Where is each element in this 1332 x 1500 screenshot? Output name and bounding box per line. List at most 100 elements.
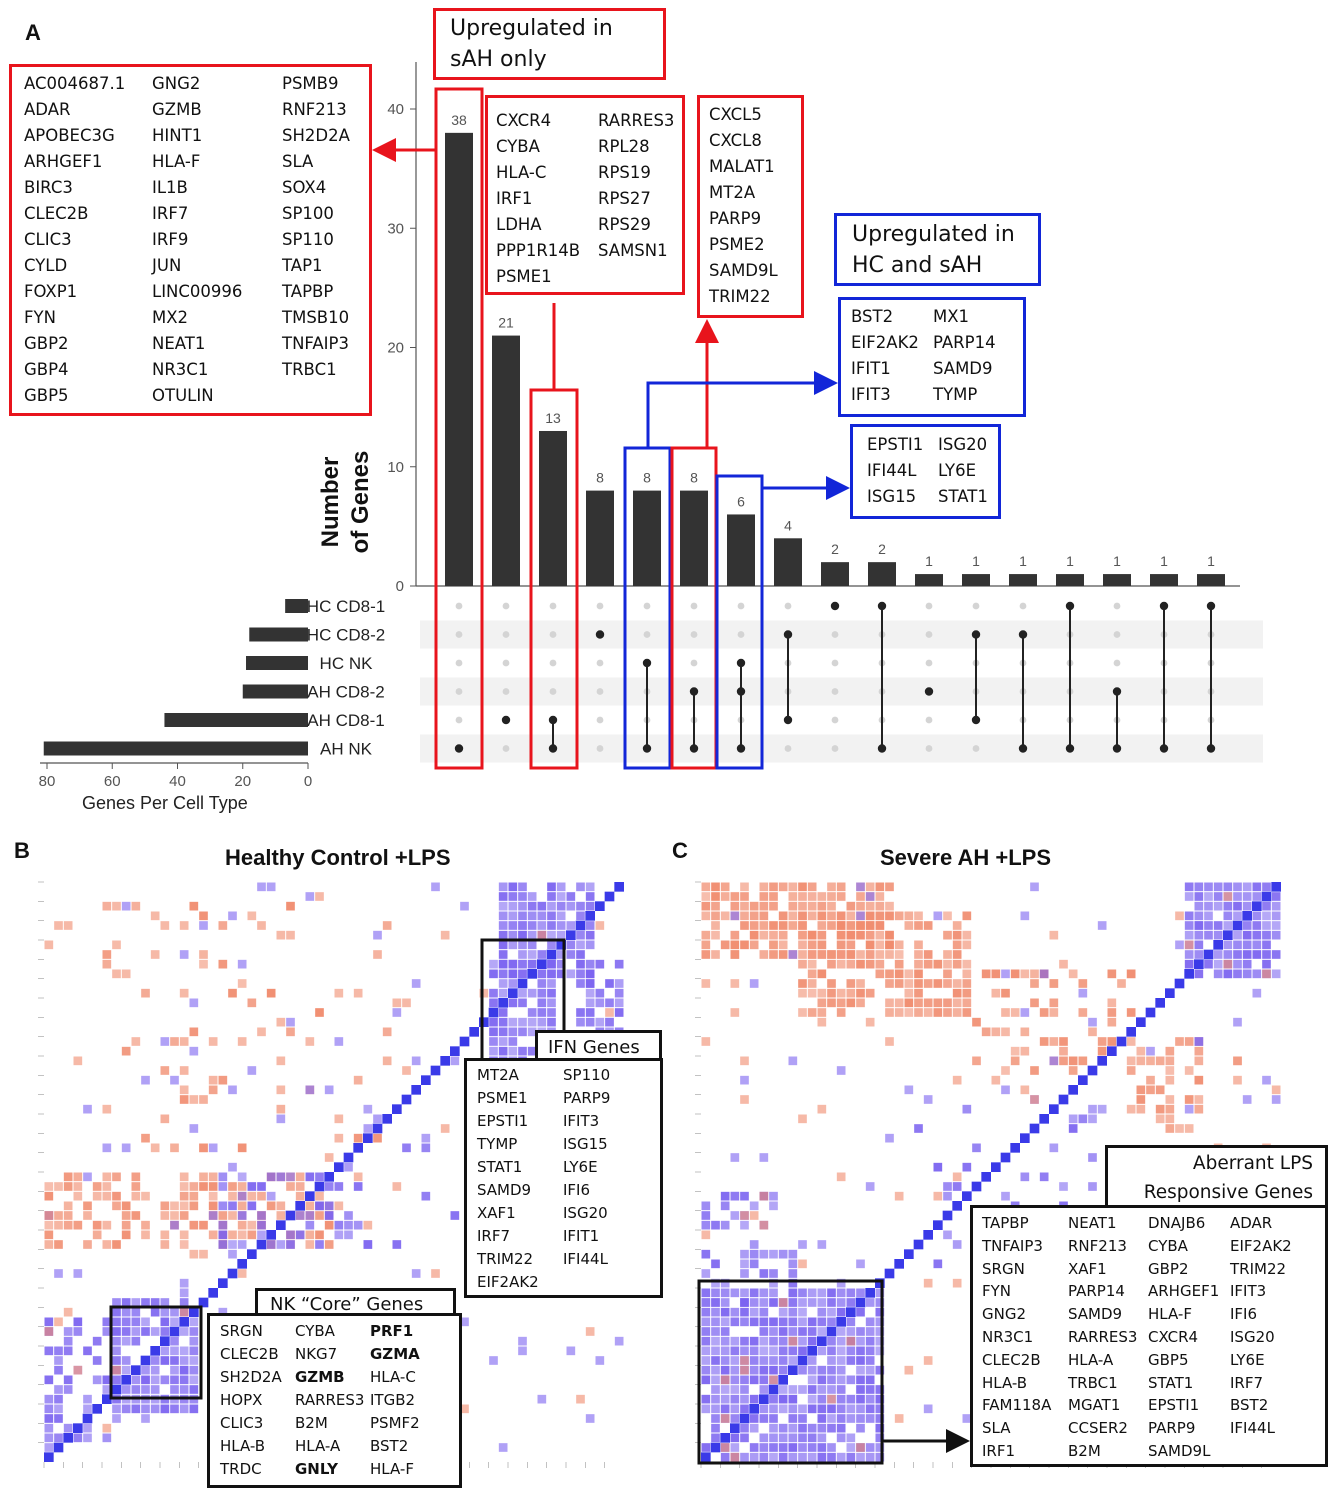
heatmap-cell <box>711 1288 720 1298</box>
heatmap-cell <box>547 940 556 950</box>
heatmap-cell <box>595 1356 605 1365</box>
matrix-dot <box>502 659 510 667</box>
gene-column: PRF1 GZMA HLA-C ITGB2 PSMF2 BST2 HLA-F <box>370 1320 420 1481</box>
heatmap-cell <box>276 930 286 940</box>
heatmap-cell <box>363 1124 373 1133</box>
heatmap-cell <box>701 911 711 921</box>
gene-name: RNF213 <box>282 100 347 119</box>
heatmap-cell <box>856 1404 865 1414</box>
heatmap-diagonal-cell <box>82 1413 93 1424</box>
heatmap-cell <box>914 940 923 950</box>
heatmap-cell <box>44 1394 54 1404</box>
heatmap-cell <box>334 1220 344 1230</box>
heatmap-cell <box>769 1191 778 1201</box>
heatmap-cell <box>382 1056 392 1066</box>
gene-name: LDHA <box>496 215 542 234</box>
heatmap-cell <box>827 1423 836 1433</box>
heatmap-cell <box>160 1114 170 1124</box>
matrix-dot <box>502 688 510 695</box>
heatmap-diagonal-cell <box>701 1452 711 1462</box>
heatmap-diagonal-cell <box>198 1297 209 1308</box>
frame-hc-nk-ah-cd8-2-nk <box>715 474 764 770</box>
heatmap-cell <box>141 1414 150 1423</box>
heatmap-cell <box>44 1404 54 1414</box>
heatmap-cell <box>199 1172 208 1182</box>
heatmap-cell <box>508 1017 518 1027</box>
heatmap-cell <box>962 930 972 940</box>
heatmap-cell <box>885 1133 894 1143</box>
heatmap-cell <box>218 921 228 930</box>
heatmap-cell <box>827 1385 836 1394</box>
heatmap-cell <box>875 959 885 969</box>
heatmap-cell <box>759 1452 769 1462</box>
heatmap-cell <box>856 1307 865 1317</box>
heatmap-cell <box>759 1249 769 1259</box>
heatmap-cell <box>1078 1056 1088 1066</box>
heatmap-cell <box>1020 1172 1030 1182</box>
heatmap-diagonal-cell <box>1174 978 1185 989</box>
intersection-bar <box>774 538 802 586</box>
gene-name: NEAT1 <box>152 334 206 353</box>
heatmap-cell <box>257 1191 266 1201</box>
heatmap-cell <box>585 1414 595 1423</box>
heatmap-cell <box>759 1404 769 1414</box>
heatmap-cell <box>344 1162 353 1172</box>
heatmap-cell <box>1262 940 1271 950</box>
heatmap-cell <box>962 969 972 979</box>
gene-column: CXCL5 CXCL8 MALAT1 MT2A PARP9 PSME2 SAMD9L TRIM… <box>709 102 778 310</box>
heatmap-cell <box>827 882 836 892</box>
heatmap-cell <box>865 950 875 959</box>
heatmap-cell <box>923 959 933 969</box>
heatmap-cell <box>730 1008 740 1017</box>
heatmap-cell <box>576 950 585 959</box>
heatmap-cell <box>208 1201 218 1211</box>
heatmap-cell <box>83 1172 92 1182</box>
heatmap-cell <box>759 930 769 940</box>
matrix-dot <box>925 602 933 610</box>
heatmap-cell <box>904 1365 914 1375</box>
heatmap-cell <box>1242 950 1252 959</box>
heatmap-cell <box>1194 1037 1204 1046</box>
y-axis-label-line: Number <box>317 457 344 548</box>
heatmap-cell <box>498 1017 508 1027</box>
heatmap-cell <box>54 1220 63 1230</box>
heatmap-diagonal-cell <box>1136 1017 1146 1027</box>
heatmap-cell <box>769 1423 778 1433</box>
heatmap-cell <box>952 921 962 930</box>
heatmap-cell <box>827 1288 836 1298</box>
heatmap-cell <box>576 940 585 950</box>
heatmap-cell <box>112 1365 121 1375</box>
heatmap-cell <box>856 882 865 892</box>
heatmap-cell <box>179 1240 189 1249</box>
heatmap-cell <box>759 1298 769 1307</box>
heatmap-cell <box>720 1327 730 1336</box>
heatmap-cell <box>112 1240 121 1249</box>
heatmap-cell <box>179 1085 189 1095</box>
heatmap-cell <box>585 940 595 950</box>
heatmap-cell <box>914 979 923 988</box>
heatmap-cell <box>247 1066 257 1075</box>
gene-name: RARRES3 <box>1068 1327 1138 1346</box>
heatmap-cell <box>798 1317 807 1327</box>
heatmap-cell <box>1117 979 1126 988</box>
highlight-frames <box>109 87 884 1465</box>
heatmap-cell <box>769 901 778 911</box>
heatmap-cell <box>1271 950 1281 959</box>
heatmap-cell <box>894 950 904 959</box>
heatmap-cell <box>585 988 595 998</box>
heatmap-cell <box>353 1220 363 1230</box>
heatmap-cell <box>1233 882 1242 892</box>
heatmap-cell <box>846 998 856 1008</box>
gene-column: NEAT1 RNF213 XAF1 PARP14 SAMD9 RARRES3 HLA-A TR… <box>1068 1212 1137 1463</box>
heatmap-cell <box>798 950 807 959</box>
heatmap-cell <box>1242 892 1252 901</box>
heatmap-cell <box>856 998 865 1008</box>
heatmap-cell <box>769 1317 778 1327</box>
heatmap-cell <box>720 1317 730 1327</box>
heatmap-cell <box>1271 901 1281 911</box>
heatmap-cell <box>749 940 759 950</box>
heatmap-cell <box>952 930 962 940</box>
gene-column: AC004687.1 ADAR APOBEC3G ARHGEF1 BIRC3 CLEC2B… <box>24 71 125 409</box>
heatmap-cell <box>1068 1066 1078 1075</box>
